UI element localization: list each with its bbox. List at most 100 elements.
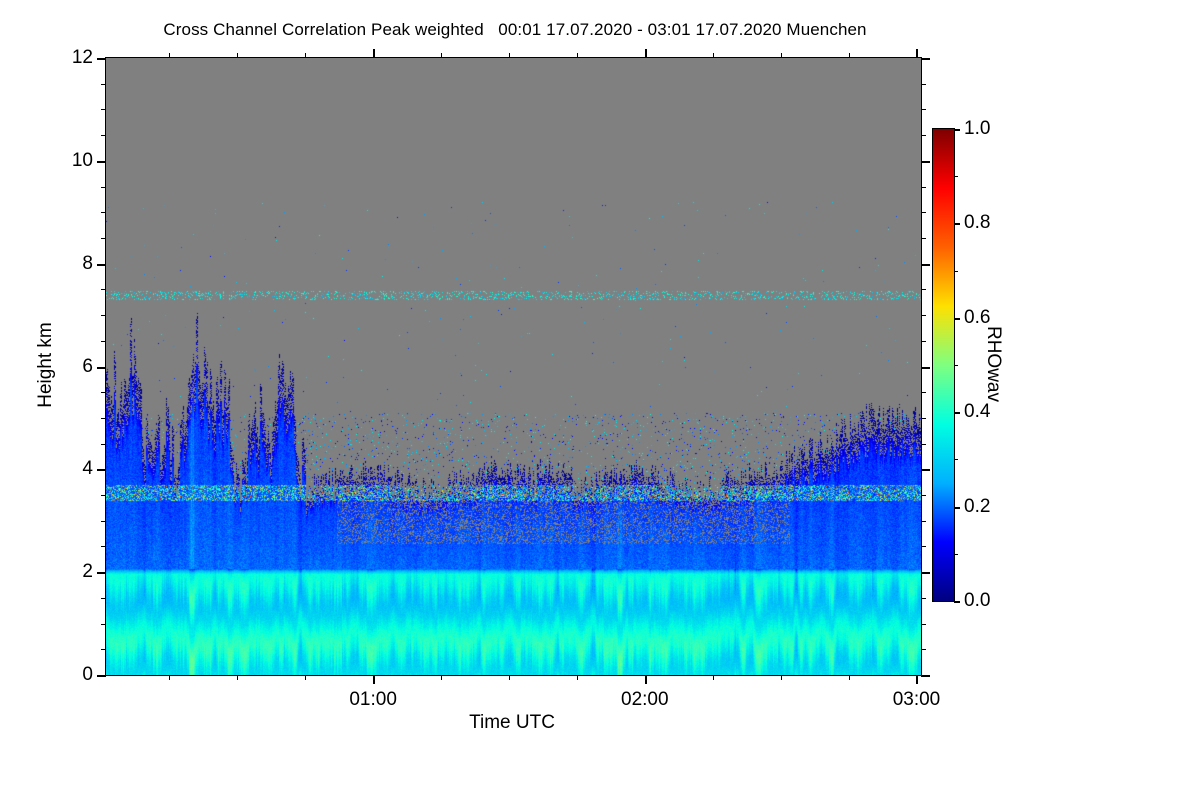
heatmap-canvas xyxy=(106,58,921,675)
x-tick-label: 02:00 xyxy=(621,689,669,710)
y-tick-major xyxy=(97,160,106,163)
y-tick-label: 6 xyxy=(82,355,93,377)
colorbar-tick-label: 0.6 xyxy=(964,306,991,328)
x-tick-major-top xyxy=(916,49,919,58)
x-tick-label: 01:00 xyxy=(349,689,397,710)
x-tick-minor xyxy=(508,675,510,680)
y-tick-minor-right xyxy=(921,135,926,137)
y-tick-minor-right xyxy=(921,212,926,214)
x-tick-minor-top xyxy=(780,53,782,58)
x-tick-minor xyxy=(237,675,239,680)
y-tick-label: 4 xyxy=(82,458,93,480)
y-tick-label: 2 xyxy=(82,561,93,583)
colorbar-tick-minor xyxy=(954,176,958,178)
y-tick-major-right xyxy=(921,366,930,369)
x-tick-minor-top xyxy=(441,53,443,58)
y-tick-minor xyxy=(101,546,106,548)
y-tick-major xyxy=(97,469,106,472)
x-tick-minor xyxy=(576,675,578,680)
y-tick-minor xyxy=(101,443,106,445)
colorbar-title: RHOwav xyxy=(983,325,1004,403)
colorbar-tick-minor xyxy=(954,459,958,461)
x-tick-minor xyxy=(441,675,443,680)
x-tick-minor-top xyxy=(848,53,850,58)
plot-area: 0 2 4 6 8 10 12 01:00 02:00 03:00 xyxy=(72,47,940,710)
x-tick-minor-top xyxy=(305,53,307,58)
y-tick-major xyxy=(97,675,106,677)
x-tick-major-top xyxy=(644,49,647,58)
x-tick-major-top xyxy=(373,49,376,58)
x-tick-minor-top xyxy=(169,53,171,58)
y-tick-major-right xyxy=(921,58,930,60)
y-tick-minor-right xyxy=(921,443,926,445)
y-tick-minor-right xyxy=(921,546,926,548)
y-tick-minor-right xyxy=(921,623,926,625)
y-axis-title: Height km xyxy=(35,322,56,408)
y-tick-minor-right xyxy=(921,417,926,419)
y-tick-minor xyxy=(101,623,106,625)
x-tick-minor xyxy=(712,675,714,680)
y-tick-minor-right xyxy=(921,186,926,188)
y-tick-minor xyxy=(101,135,106,137)
colorbar-tick-major xyxy=(954,412,960,415)
x-tick-minor xyxy=(305,675,307,680)
x-tick-label: 03:00 xyxy=(892,689,941,710)
colorbar-tick-minor xyxy=(954,365,958,366)
x-tick-minor-top xyxy=(508,53,510,58)
colorbar: 0.0 0.2 0.4 0.6 0.8 1.0 xyxy=(932,118,990,611)
colorbar-tick-label: 0.2 xyxy=(964,495,991,517)
y-tick-minor-right xyxy=(921,340,926,342)
y-tick-label: 0 xyxy=(82,664,93,685)
colorbar-tick-label: 0.8 xyxy=(964,212,991,234)
y-tick-minor-right xyxy=(921,315,926,317)
y-tick-minor xyxy=(101,597,106,599)
x-tick-minor xyxy=(780,675,782,680)
y-tick-minor xyxy=(101,237,106,239)
y-tick-minor xyxy=(101,520,106,522)
y-tick-major xyxy=(97,263,106,266)
colorbar-tick-minor xyxy=(954,553,958,555)
figure-title: Cross Channel Correlation Peak weighted … xyxy=(163,20,867,39)
colorbar-tick-minor xyxy=(954,270,958,272)
x-tick-minor-top xyxy=(237,53,239,58)
y-tick-label: 8 xyxy=(82,252,93,274)
colorbar-tick-major xyxy=(954,601,960,603)
y-tick-major-right xyxy=(921,572,930,575)
colorbar-tick-major xyxy=(954,317,960,320)
y-tick-minor-right xyxy=(921,109,926,111)
y-tick-minor xyxy=(101,392,106,394)
y-tick-minor-right xyxy=(921,649,926,651)
y-tick-major-right xyxy=(921,675,930,677)
y-tick-major-right xyxy=(921,160,930,163)
y-tick-minor-right xyxy=(921,392,926,394)
y-tick-minor xyxy=(101,417,106,419)
y-tick-minor-right xyxy=(921,520,926,522)
colorbar-gradient xyxy=(933,129,954,601)
colorbar-tick-major xyxy=(954,223,960,226)
y-tick-minor xyxy=(101,212,106,214)
y-tick-major-right xyxy=(921,469,930,472)
x-tick-minor xyxy=(169,675,171,680)
y-tick-minor xyxy=(101,186,106,188)
y-tick-major xyxy=(97,58,106,60)
x-tick-minor xyxy=(848,675,850,680)
colorbar-tick-major xyxy=(954,506,960,509)
y-tick-minor xyxy=(101,289,106,291)
y-tick-minor-right xyxy=(921,83,926,85)
y-tick-minor-right xyxy=(921,597,926,599)
y-tick-major xyxy=(97,572,106,575)
y-tick-minor xyxy=(101,649,106,651)
y-tick-label: 12 xyxy=(71,47,93,68)
y-tick-minor xyxy=(101,315,106,317)
x-tick-major xyxy=(916,675,919,684)
x-tick-minor-top xyxy=(576,53,578,58)
y-tick-major xyxy=(97,366,106,369)
x-tick-major xyxy=(373,675,376,684)
y-tick-minor xyxy=(101,83,106,85)
y-tick-minor-right xyxy=(921,289,926,291)
y-tick-minor xyxy=(101,109,106,111)
y-tick-major-right xyxy=(921,263,930,266)
colorbar-tick-label: 0.0 xyxy=(964,590,991,611)
y-tick-minor-right xyxy=(921,495,926,497)
